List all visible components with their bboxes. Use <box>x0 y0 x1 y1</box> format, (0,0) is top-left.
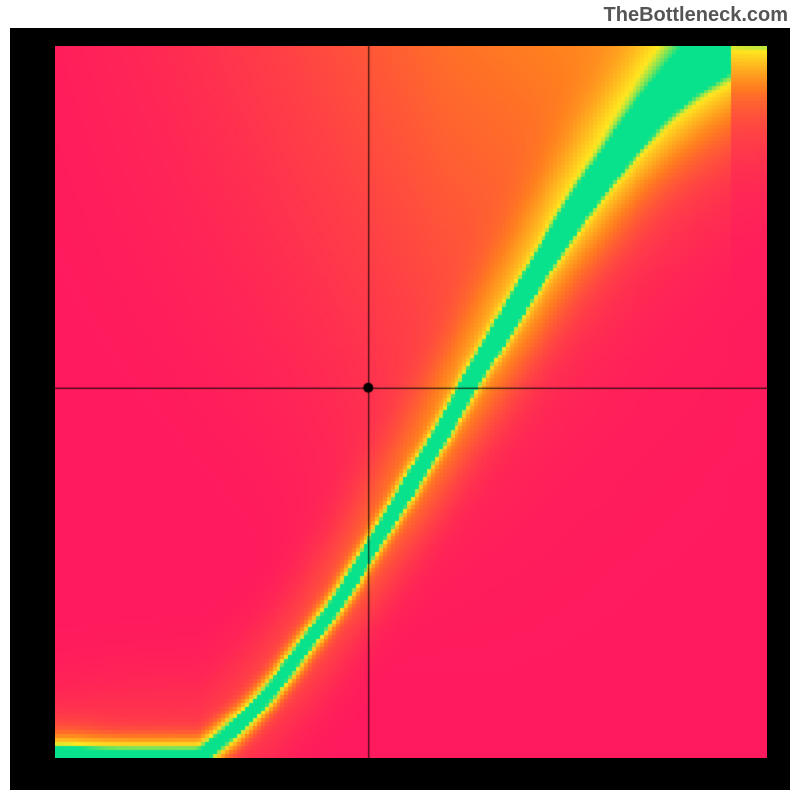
attribution-text: TheBottleneck.com <box>604 4 788 27</box>
bottleneck-heatmap <box>55 46 767 758</box>
black-frame <box>10 28 790 790</box>
chart-container: TheBottleneck.com <box>0 0 800 800</box>
